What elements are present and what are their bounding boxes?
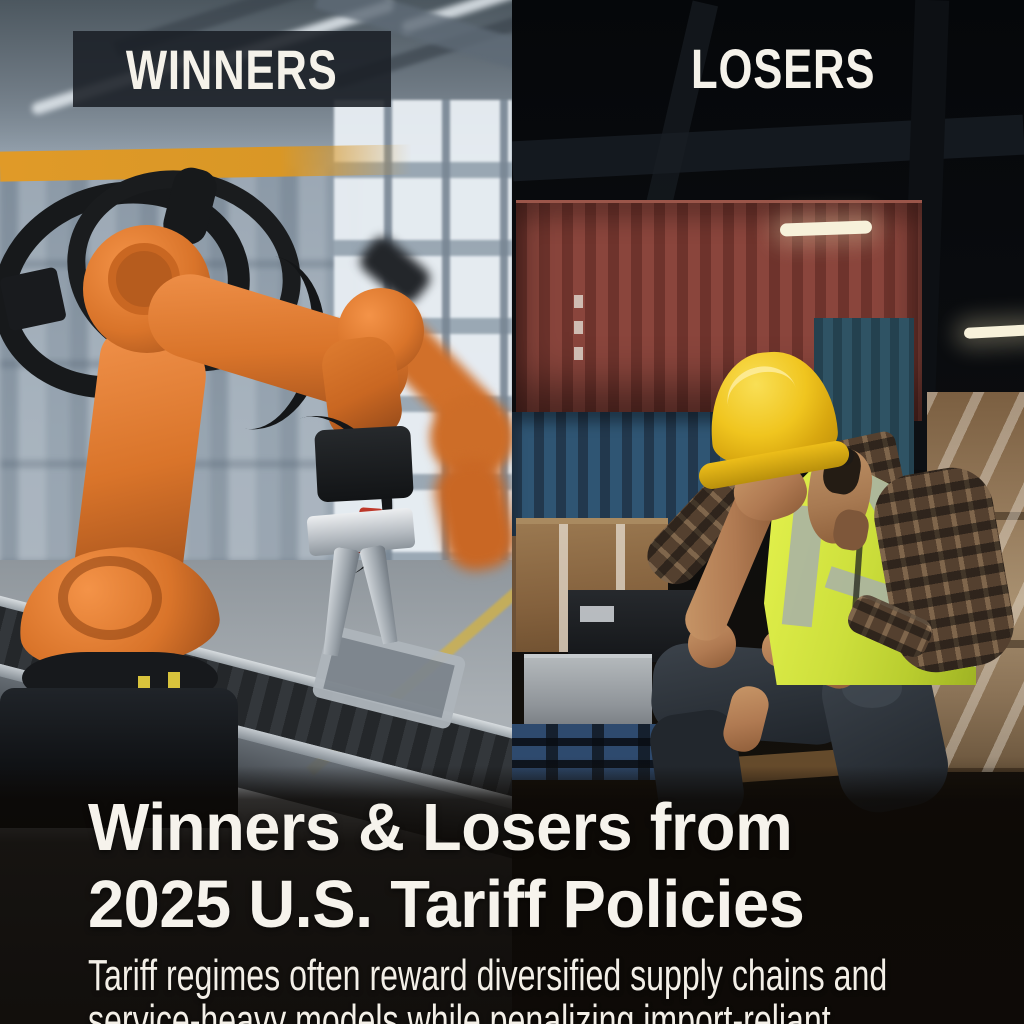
losers-label: LOSERS (690, 36, 876, 100)
losers-badge: LOSERS (658, 36, 908, 100)
box-tape-strip (558, 524, 568, 652)
winners-label: WINNERS (126, 37, 338, 101)
hard-hat-ridge-highlight (720, 358, 805, 438)
subheadline-line2: service-heavy models while penalizing im… (88, 996, 1024, 1024)
turntable-yellow-mark (168, 672, 180, 688)
headline-line2-text: 2025 U.S. Tariff Policies (88, 867, 805, 942)
headline-line2: 2025 U.S. Tariff Policies (88, 866, 826, 943)
winners-badge: WINNERS (73, 31, 391, 107)
subheadline-line1: Tariff regimes often reward diversified … (88, 951, 1024, 1001)
subheadline-line2-text: service-heavy models while penalizing im… (88, 996, 831, 1024)
box-tape-strip (616, 524, 626, 652)
caption-overlay (0, 766, 1024, 1024)
gray-bin (524, 654, 652, 728)
black-crate (568, 590, 696, 662)
headline-line1: Winners & Losers from (88, 789, 814, 866)
subheadline-line1-text: Tariff regimes often reward diversified … (88, 951, 888, 1000)
robot-base-ring-detail (58, 556, 162, 640)
container-label-marks (574, 295, 583, 369)
headline-line1-text: Winners & Losers from (88, 790, 793, 865)
robot-wrist-housing (314, 425, 414, 503)
crate-label (580, 606, 614, 622)
